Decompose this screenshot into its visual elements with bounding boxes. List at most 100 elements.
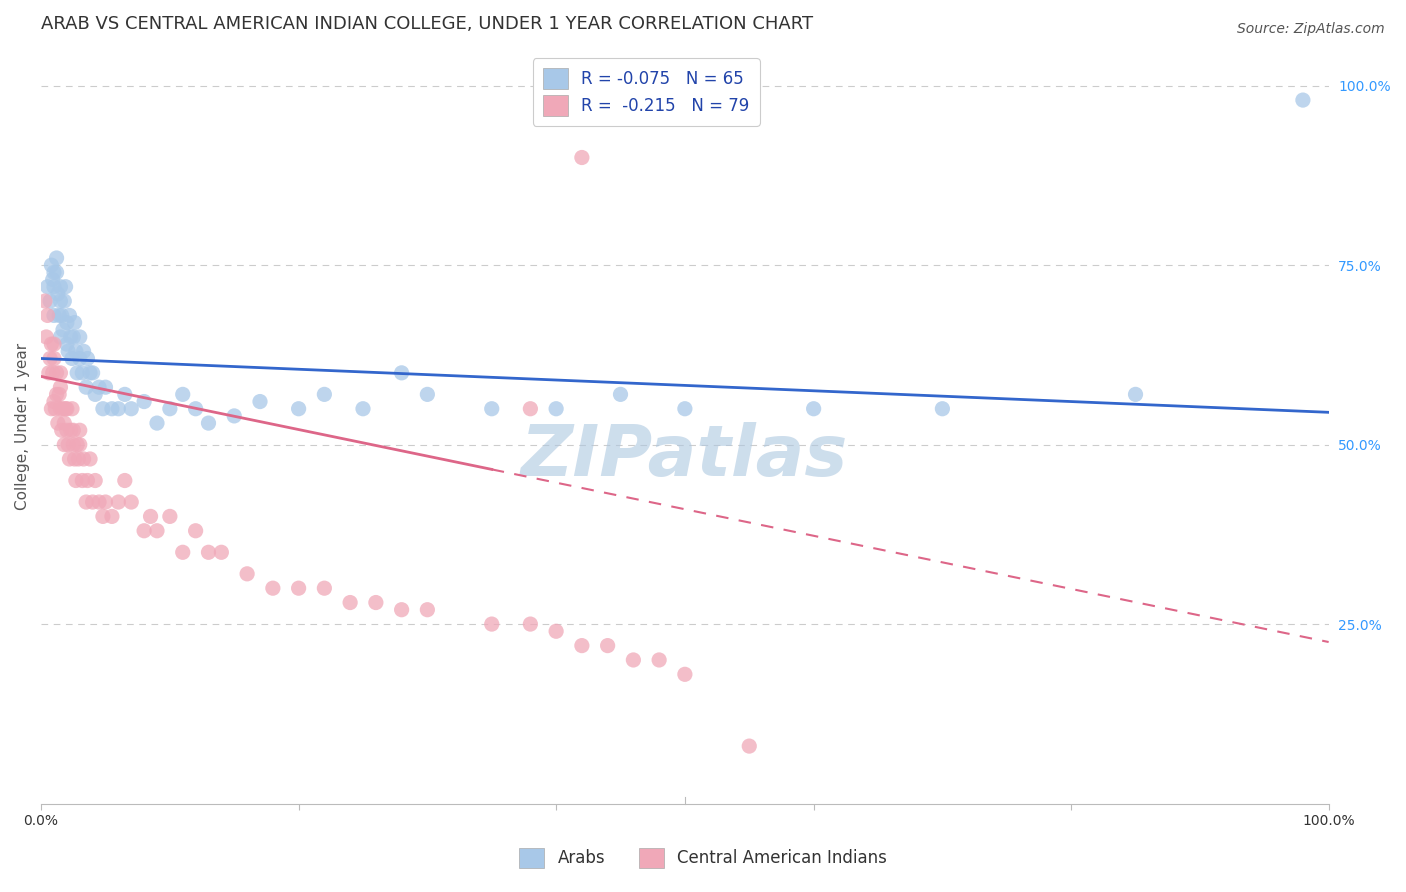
Point <box>75 380 97 394</box>
Point <box>58 452 80 467</box>
Point <box>94 380 117 394</box>
Point <box>51 423 73 437</box>
Point <box>42 265 65 279</box>
Point <box>87 495 110 509</box>
Point <box>84 387 107 401</box>
Point <box>197 416 219 430</box>
Point <box>69 330 91 344</box>
Point <box>49 401 72 416</box>
Point <box>42 309 65 323</box>
Point <box>172 545 194 559</box>
Point <box>84 474 107 488</box>
Y-axis label: College, Under 1 year: College, Under 1 year <box>15 343 30 510</box>
Point <box>55 279 77 293</box>
Point <box>49 330 72 344</box>
Point <box>82 495 104 509</box>
Point <box>53 294 76 309</box>
Point <box>79 452 101 467</box>
Point <box>114 474 136 488</box>
Point <box>55 401 77 416</box>
Point <box>72 366 94 380</box>
Point <box>673 667 696 681</box>
Point <box>146 416 169 430</box>
Point <box>45 366 67 380</box>
Point <box>94 495 117 509</box>
Point <box>132 394 155 409</box>
Point <box>803 401 825 416</box>
Point <box>76 351 98 366</box>
Point <box>159 509 181 524</box>
Point <box>1125 387 1147 401</box>
Point <box>65 344 87 359</box>
Point <box>72 474 94 488</box>
Point <box>314 581 336 595</box>
Point <box>519 401 541 416</box>
Point <box>44 401 66 416</box>
Point <box>37 279 59 293</box>
Point <box>314 387 336 401</box>
Legend: R = -0.075   N = 65, R =  -0.215   N = 79: R = -0.075 N = 65, R = -0.215 N = 79 <box>533 58 759 126</box>
Point <box>79 366 101 380</box>
Point <box>65 474 87 488</box>
Point <box>69 351 91 366</box>
Point <box>58 309 80 323</box>
Point <box>236 566 259 581</box>
Point <box>184 524 207 538</box>
Point <box>41 366 63 380</box>
Point <box>101 401 124 416</box>
Point <box>38 366 60 380</box>
Point <box>621 653 644 667</box>
Point <box>72 452 94 467</box>
Point <box>139 509 162 524</box>
Point <box>53 416 76 430</box>
Point <box>519 617 541 632</box>
Point <box>546 624 568 639</box>
Point <box>197 545 219 559</box>
Point <box>391 366 413 380</box>
Point <box>46 286 69 301</box>
Point <box>249 394 271 409</box>
Point <box>42 394 65 409</box>
Point <box>931 401 953 416</box>
Point <box>546 401 568 416</box>
Point <box>60 351 83 366</box>
Point <box>481 617 503 632</box>
Point <box>42 279 65 293</box>
Point <box>481 401 503 416</box>
Point <box>1292 93 1315 107</box>
Point <box>39 294 62 309</box>
Text: Source: ZipAtlas.com: Source: ZipAtlas.com <box>1237 22 1385 37</box>
Point <box>56 344 79 359</box>
Point <box>41 258 63 272</box>
Point <box>66 437 89 451</box>
Point <box>66 366 89 380</box>
Point <box>48 309 70 323</box>
Point <box>56 437 79 451</box>
Point <box>42 337 65 351</box>
Point <box>53 437 76 451</box>
Point <box>49 380 72 394</box>
Point <box>35 330 58 344</box>
Point <box>391 603 413 617</box>
Point <box>91 509 114 524</box>
Point <box>42 351 65 366</box>
Point <box>49 294 72 309</box>
Point <box>41 337 63 351</box>
Point <box>91 401 114 416</box>
Point <box>673 401 696 416</box>
Point <box>287 401 309 416</box>
Point <box>59 330 82 344</box>
Point <box>172 387 194 401</box>
Point <box>609 387 631 401</box>
Point <box>76 474 98 488</box>
Point <box>352 401 374 416</box>
Point <box>56 423 79 437</box>
Point <box>75 495 97 509</box>
Point <box>63 316 86 330</box>
Point <box>571 151 593 165</box>
Point <box>45 387 67 401</box>
Point <box>132 524 155 538</box>
Point <box>69 437 91 451</box>
Point <box>69 423 91 437</box>
Point <box>45 251 67 265</box>
